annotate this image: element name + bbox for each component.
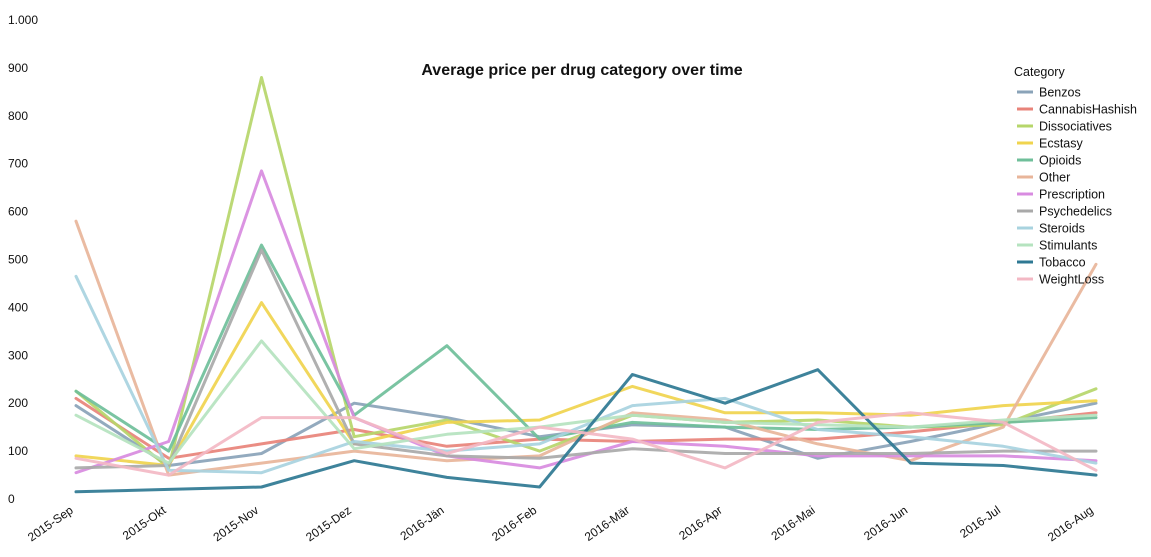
series-line-cannabishashish xyxy=(74,396,1098,460)
series-line-steroids xyxy=(74,274,1098,475)
legend-label: Ecstasy xyxy=(1039,137,1084,151)
x-axis-ticks: 2015-Sep 2015-Okt 2015-Nov 2015-Dez 2016-Jän… xyxy=(25,503,1096,545)
series-line-dissociatives xyxy=(74,76,1098,470)
legend-label: Steroids xyxy=(1039,222,1085,236)
y-tick-label: 800 xyxy=(8,109,28,123)
x-tick-label: 2016-Aug xyxy=(1045,503,1096,544)
y-tick-label: 700 xyxy=(8,157,28,171)
series-line-tobacco xyxy=(74,368,1098,494)
series-line-psychedelics xyxy=(74,248,1098,470)
legend-title: Category xyxy=(1014,65,1065,79)
legend-label: Stimulants xyxy=(1039,239,1097,253)
y-tick-label: 200 xyxy=(8,396,28,410)
x-tick-label: 2016-Jän xyxy=(398,503,447,543)
legend-label: CannabisHashish xyxy=(1039,103,1137,117)
legend-label: WeightLoss xyxy=(1039,273,1104,287)
y-tick-label: 0 xyxy=(8,492,15,506)
x-tick-label: 2016-Jul xyxy=(957,503,1003,541)
x-tick-label: 2016-Feb xyxy=(489,503,539,544)
x-tick-label: 2015-Sep xyxy=(25,503,76,545)
legend-label: Opioids xyxy=(1039,154,1081,168)
x-tick-label: 2015-Dez xyxy=(303,503,354,544)
series-line-weightloss xyxy=(74,411,1098,477)
legend-label: Benzos xyxy=(1039,86,1081,100)
x-tick-label: 2016-Apr xyxy=(676,503,724,543)
x-tick-label: 2016-Mär xyxy=(582,503,632,544)
y-tick-label: 900 xyxy=(8,61,28,75)
series-line-stimulants xyxy=(74,339,1098,465)
y-tick-label: 1.000 xyxy=(8,13,38,27)
x-tick-label: 2015-Nov xyxy=(211,503,262,544)
series-lines xyxy=(74,76,1098,494)
y-tick-label: 100 xyxy=(8,444,28,458)
chart-title: Average price per drug category over tim… xyxy=(421,62,742,79)
legend-label: Psychedelics xyxy=(1039,205,1112,219)
legend-label: Other xyxy=(1039,171,1070,185)
y-tick-label: 300 xyxy=(8,348,28,362)
x-tick-label: 2016-Mai xyxy=(769,503,818,543)
y-tick-label: 600 xyxy=(8,205,28,219)
x-tick-label: 2016-Jun xyxy=(861,503,910,543)
y-tick-label: 500 xyxy=(8,253,28,267)
x-tick-label: 2015-Okt xyxy=(120,503,169,543)
y-axis-ticks: 0 100 200 300 400 500 600 700 800 900 1.000 xyxy=(8,13,38,506)
legend-label: Prescription xyxy=(1039,188,1105,202)
legend-label: Tobacco xyxy=(1039,256,1086,270)
legend-label: Dissociatives xyxy=(1039,120,1112,134)
legend: Category Benzos CannabisHashish Dissociati… xyxy=(1014,65,1137,287)
y-tick-label: 400 xyxy=(8,300,28,314)
